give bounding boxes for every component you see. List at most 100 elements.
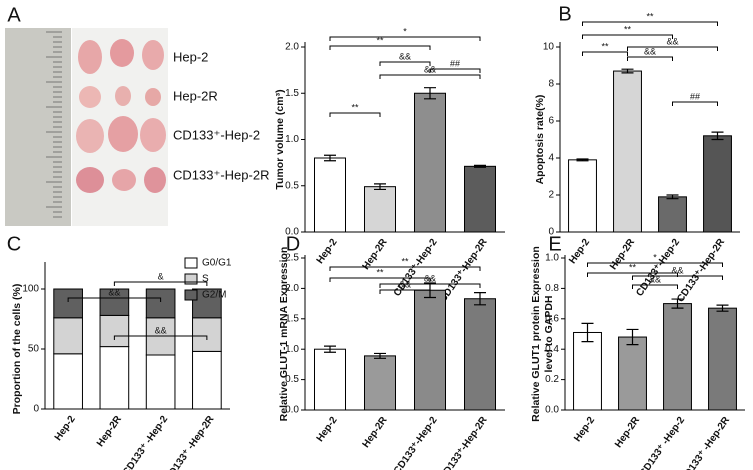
y-tick-label: 2.5 [285,253,299,264]
x-tick-label: CD133⁺ -Hep-2R [679,414,733,470]
bar [613,70,642,233]
y-tick-label: 2 [548,190,554,201]
bar [464,298,496,411]
bar [464,165,496,233]
error-bar [324,154,336,162]
photo-label: Hep-2 [173,49,208,64]
x-tick-label: Hep-2R [361,414,391,450]
legend-swatch [184,273,198,285]
error-bar [474,292,486,306]
y-tick-label: 8 [548,79,554,90]
x-tick-label: Hep-2R [95,413,125,449]
y-tick-label: 0.0 [545,405,559,416]
y-tick-label: 0.0 [285,405,299,416]
y-tick-label: 0.2 [545,374,559,385]
y-tick-label: 1.5 [285,313,299,324]
y-tick-label: 1.0 [285,344,299,355]
significance-bracket [113,335,208,340]
significance-bracket [672,101,718,106]
bar-segment [192,350,222,410]
significance-bracket [587,262,723,267]
error-bar [581,322,594,343]
photo-label: CD133⁺-Hep-2 [173,127,260,142]
significance-label: && [666,36,678,46]
significance-bracket [632,284,678,289]
significance-label: && [424,273,436,283]
error-bar [374,352,386,359]
tumor [115,86,131,106]
y-axis-label: Tumor volume (cm³) [274,89,286,189]
significance-bracket [329,36,481,41]
y-tick-label: 1.5 [285,88,299,99]
y-tick-label: 50 [28,344,40,355]
bar [364,186,396,233]
error-bar [374,183,386,191]
significance-label: ** [376,267,384,277]
significance-bracket [329,277,431,282]
bar [663,303,692,411]
bar [414,289,446,411]
bar-segment [99,346,130,410]
tumor [78,40,102,74]
significance-label: && [155,325,167,335]
y-tick-label: 0.6 [545,313,559,324]
bar-segment [99,288,130,316]
photo-label: CD133⁺-Hep-2R [173,167,269,182]
legend-label: S [202,274,209,285]
significance-bracket [329,112,381,117]
x-tick-label: Hep-2 [572,415,597,444]
x-tick-label: Hep-2 [53,414,78,443]
bar [703,135,732,233]
significance-label: && [399,51,411,61]
y-tick-label: 1.0 [545,253,559,264]
significance-label: ** [401,256,409,266]
error-bar [711,131,724,141]
y-tick-label: 6 [548,116,554,127]
y-tick-label: 4 [548,153,554,164]
y-tick-label: 0.4 [545,344,559,355]
significance-label: & [158,271,164,281]
error-bar [424,87,436,100]
bar-segment [145,354,176,410]
tumor [76,167,104,193]
bar [314,157,346,233]
error-bar [626,328,639,346]
bar-segment [53,288,83,319]
bar-segment [99,314,130,348]
error-bar [671,298,684,309]
significance-label: * [653,252,657,262]
tumor [145,88,161,106]
tumor [76,119,104,153]
panel-label: C [7,233,21,255]
x-tick-label: Hep-2R [613,414,643,450]
bar [708,307,737,411]
significance-label: ** [376,35,384,45]
y-tick-label: 0.5 [285,374,299,385]
tumor [112,169,136,191]
bar-segment [53,353,83,410]
y-tick-label: 0 [33,404,39,415]
tumor [142,40,164,70]
bar [658,196,687,233]
y-axis-label: Relative GLUT-1 mRNA Expression [278,247,290,422]
legend-label: G2/M [202,290,226,301]
bar-segment [53,317,83,355]
x-tick-label: CD133⁺-Hep-2 [392,415,440,470]
error-bar [474,164,486,168]
x-tick-label: CD133⁺ -Hep-2R [163,413,217,470]
panel-label: E [548,233,561,255]
significance-bracket [379,74,481,79]
x-tick-label: CD133⁺ -Hep-2 [638,415,688,470]
y-axis-label: Apoptosis rate(%) [534,95,546,185]
y-tick-label: 0.5 [285,180,299,191]
bar [568,159,597,233]
error-bar [324,345,336,353]
significance-label: ## [450,58,460,68]
x-tick-label: Hep-2 [315,237,340,266]
error-bar [621,68,634,74]
y-axis-label: Proportion of the cells (%) [11,284,23,415]
bar [314,348,346,411]
tumor [144,167,166,193]
y-axis-label: level to GAPDH [543,295,555,372]
